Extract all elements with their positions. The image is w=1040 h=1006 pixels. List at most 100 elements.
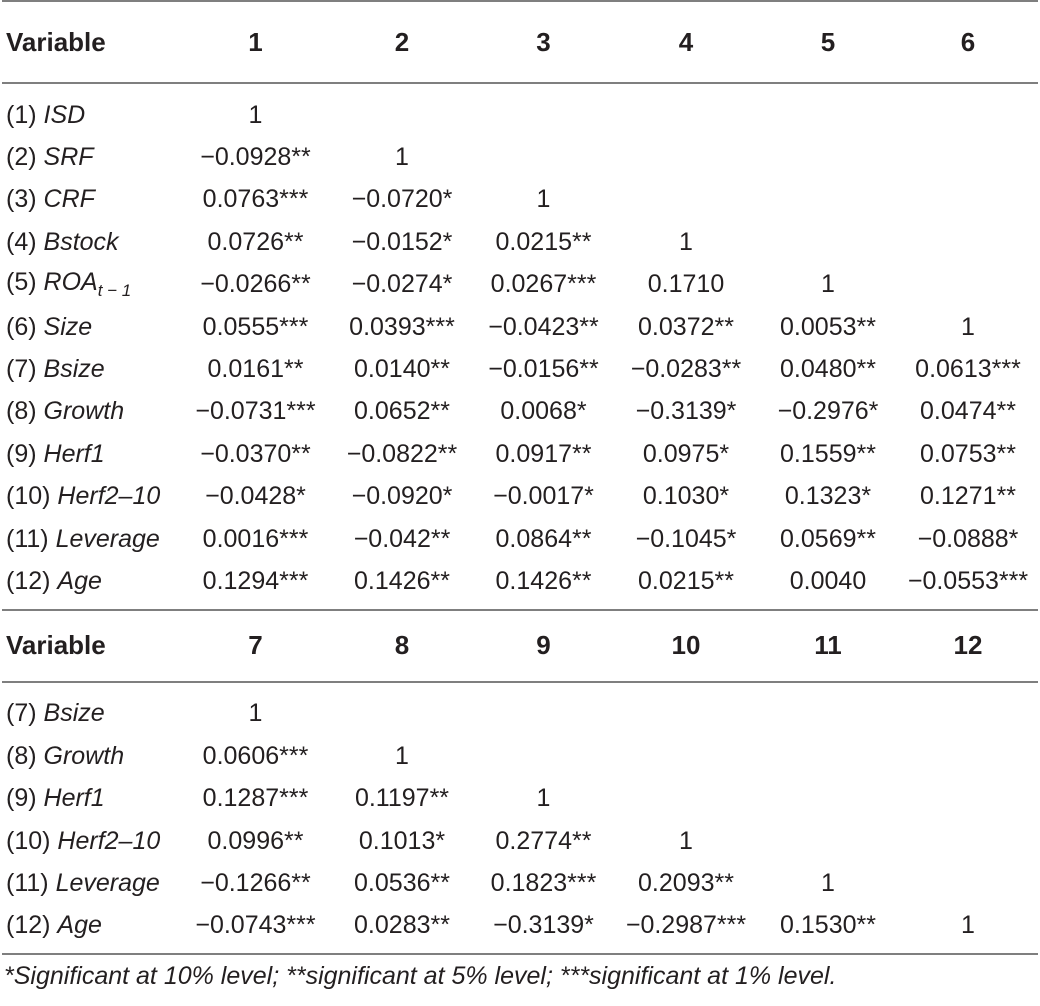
variable-name: Leverage bbox=[55, 524, 160, 553]
correlation-cell bbox=[758, 820, 898, 862]
correlation-cell bbox=[898, 179, 1038, 221]
correlation-cell: −0.0928** bbox=[200, 143, 311, 172]
row-label: (12) Age bbox=[2, 560, 180, 602]
correlation-cell: 0.0917** bbox=[495, 439, 592, 468]
row-number: (7) bbox=[6, 355, 37, 384]
table-row: (6) Size 0.0555*** 0.0393*** −0.0423** 0.037… bbox=[2, 306, 1038, 348]
correlation-cell: 0.1559** bbox=[780, 439, 876, 468]
correlation-cell: −0.042** bbox=[353, 524, 451, 553]
correlation-cell: 0.0140** bbox=[354, 355, 450, 384]
correlation-cell: 1 bbox=[536, 784, 551, 813]
correlation-cell bbox=[898, 221, 1038, 263]
table-row: (11) Leverage −0.1266** 0.0536** 0.1823*** 0… bbox=[2, 862, 1038, 904]
correlation-cell bbox=[758, 735, 898, 777]
row-number: (10) bbox=[6, 826, 51, 855]
row-label: (12) Age bbox=[2, 905, 180, 947]
correlation-cell: −0.0720* bbox=[351, 185, 453, 214]
correlation-cell bbox=[614, 179, 758, 221]
row-number: (3) bbox=[6, 185, 37, 214]
correlation-cell: −0.0920* bbox=[351, 482, 453, 511]
header-row: Variable 7 8 9 10 11 12 bbox=[2, 608, 1038, 683]
row-number: (1) bbox=[6, 100, 37, 129]
table-footnote: *Significant at 10% level; **significant… bbox=[4, 962, 837, 990]
correlation-cell: 0.0606*** bbox=[202, 741, 309, 770]
correlation-cell: −0.0152* bbox=[351, 227, 453, 256]
correlation-cell bbox=[898, 777, 1038, 819]
correlation-cell: 0.0753** bbox=[920, 439, 1016, 468]
correlation-cell: 1 bbox=[248, 100, 263, 129]
correlation-cell: −0.0274* bbox=[351, 270, 453, 299]
variable-column-header: Variable bbox=[2, 608, 180, 683]
row-number: (12) bbox=[6, 566, 51, 595]
correlation-table: Variable 1 2 3 4 5 6 (1) ISD 1 (2) SRF −0.0928** 1(… bbox=[2, 0, 1038, 956]
variable-name: Bsize bbox=[43, 355, 105, 384]
column-header: 10 bbox=[614, 608, 758, 683]
row-label: (5) ROAt − 1 bbox=[2, 264, 180, 306]
correlation-cell: 0.0267*** bbox=[490, 270, 597, 299]
correlation-cell: 0.1287*** bbox=[202, 784, 309, 813]
correlation-cell: −0.1045* bbox=[635, 524, 737, 553]
correlation-cell: 0.0864** bbox=[495, 524, 592, 553]
correlation-cell: −0.0743*** bbox=[195, 911, 316, 940]
correlation-cell: −0.0423** bbox=[488, 312, 599, 341]
table-row: (7) Bsize 0.0161** 0.0140** −0.0156** −0.028… bbox=[2, 348, 1038, 390]
row-label: (2) SRF bbox=[2, 136, 180, 178]
row-number: (5) bbox=[6, 268, 37, 297]
correlation-cell: 0.0975* bbox=[642, 439, 730, 468]
variable-name: SRF bbox=[43, 143, 94, 172]
correlation-cell bbox=[758, 221, 898, 263]
correlation-cell: 0.1197** bbox=[354, 784, 450, 813]
correlation-cell bbox=[758, 94, 898, 136]
row-number: (6) bbox=[6, 312, 37, 341]
row-label: (8) Growth bbox=[2, 735, 180, 777]
variable-name: ISD bbox=[43, 100, 86, 129]
correlation-cell: 0.0996** bbox=[207, 826, 304, 855]
correlation-cell: −0.0553*** bbox=[907, 566, 1029, 595]
correlation-cell bbox=[614, 777, 758, 819]
variable-name: Bsize bbox=[43, 699, 105, 728]
correlation-cell bbox=[473, 94, 614, 136]
row-label: (10) Herf2–10 bbox=[2, 820, 180, 862]
correlation-cell: 0.0372** bbox=[638, 312, 734, 341]
correlation-cell: 0.0763*** bbox=[202, 185, 309, 214]
correlation-cell: 0.1530** bbox=[780, 911, 876, 940]
correlation-cell: 1 bbox=[679, 227, 693, 256]
correlation-cell: −0.0731*** bbox=[195, 397, 316, 426]
column-header: 5 bbox=[758, 0, 898, 84]
row-label: (1) ISD bbox=[2, 94, 180, 136]
variable-name: Age bbox=[57, 566, 102, 595]
correlation-cell: 0.0480** bbox=[780, 355, 876, 384]
column-header: 6 bbox=[898, 0, 1038, 84]
correlation-cell bbox=[614, 136, 758, 178]
row-number: (2) bbox=[6, 143, 37, 172]
correlation-cell: 0.0393*** bbox=[349, 312, 455, 341]
correlation-cell: 0.0555*** bbox=[202, 312, 309, 341]
table-row: (1) ISD 1 bbox=[2, 94, 1038, 136]
variable-name: Size bbox=[43, 312, 93, 341]
variable-subscript: t − 1 bbox=[97, 281, 132, 301]
correlation-cell bbox=[614, 735, 758, 777]
correlation-cell: 0.2774** bbox=[495, 826, 592, 855]
variable-name: Leverage bbox=[55, 868, 160, 897]
variable-name: ROA bbox=[43, 268, 98, 297]
correlation-cell: 0.0215** bbox=[495, 227, 592, 256]
correlation-cell: −0.0888* bbox=[917, 524, 1019, 553]
correlation-cell: 1 bbox=[679, 826, 693, 855]
column-header: 1 bbox=[180, 0, 331, 84]
correlation-cell bbox=[473, 693, 614, 735]
correlation-cell: 1 bbox=[395, 741, 409, 770]
row-label: (9) Herf1 bbox=[2, 433, 180, 475]
correlation-cell: 1 bbox=[248, 699, 263, 728]
correlation-cell bbox=[898, 264, 1038, 306]
correlation-cell: −0.2987*** bbox=[625, 911, 747, 940]
column-header: 12 bbox=[898, 608, 1038, 683]
correlation-cell bbox=[614, 94, 758, 136]
column-header: 9 bbox=[473, 608, 614, 683]
correlation-cell: −0.0428* bbox=[205, 482, 306, 511]
row-number: (12) bbox=[6, 911, 51, 940]
correlation-cell bbox=[758, 136, 898, 178]
correlation-cell: 1 bbox=[536, 185, 551, 214]
column-header: 3 bbox=[473, 0, 614, 84]
variable-name: Herf1 bbox=[43, 439, 105, 468]
